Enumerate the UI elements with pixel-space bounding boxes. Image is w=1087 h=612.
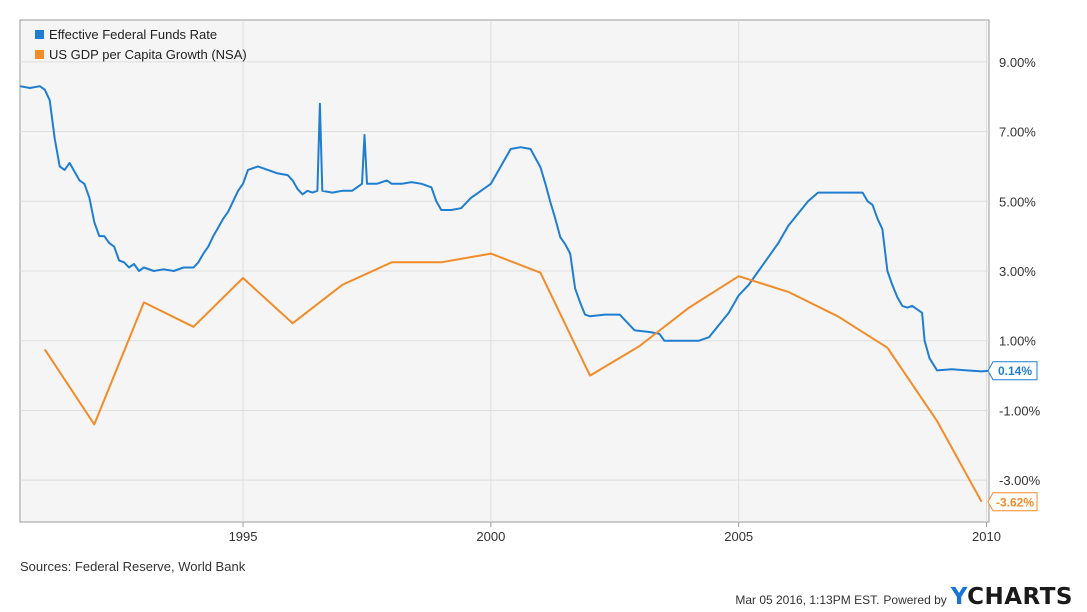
end-value-badge-box xyxy=(987,492,1038,512)
axes: -3.00% -1.00% 1.00% 3.00% 5.00% 7.00% 9.00% 199… xyxy=(229,55,1041,544)
y-tick-label: 7.00% xyxy=(999,125,1036,140)
y-tick-label: -3.00% xyxy=(999,473,1041,488)
end-value-badge: 0.14% xyxy=(987,361,1038,381)
legend-swatch xyxy=(35,50,44,59)
x-tick-label: 2010 xyxy=(972,529,1001,544)
x-tick-label: 2005 xyxy=(724,529,753,544)
ycharts-logo[interactable]: YCHARTS xyxy=(951,584,1073,610)
series-line-1 xyxy=(19,85,990,373)
legend: Effective Federal Funds Rate US GDP per C… xyxy=(35,27,247,62)
series-line-2 xyxy=(43,252,983,503)
chart: -3.00% -1.00% 1.00% 3.00% 5.00% 7.00% 9.00% 199… xyxy=(19,19,1041,544)
end-value-badge: -3.62% xyxy=(987,492,1038,512)
end-labels: 0.14% -3.62% xyxy=(987,361,1038,512)
powered-by-label: Powered by xyxy=(883,593,947,607)
end-value-label: 0.14% xyxy=(998,364,1032,378)
y-tick-label: 1.00% xyxy=(999,334,1036,349)
ycharts-logo-rest: CHARTS xyxy=(967,584,1073,610)
x-tick-label: 2000 xyxy=(476,529,505,544)
footer: Mar 05 2016, 1:13PM EST. Powered by YCHA… xyxy=(735,584,1073,610)
x-tick-label: 1995 xyxy=(229,529,258,544)
series-layer xyxy=(19,85,990,503)
y-tick-label: -1.00% xyxy=(999,403,1041,418)
grid-lines xyxy=(20,20,989,522)
y-tick-label: 9.00% xyxy=(999,55,1036,70)
end-value-label: -3.62% xyxy=(996,495,1034,509)
y-tick-label: 3.00% xyxy=(999,264,1036,279)
y-tick-label: 5.00% xyxy=(999,194,1036,209)
legend-label: Effective Federal Funds Rate xyxy=(49,27,217,42)
legend-label: US GDP per Capita Growth (NSA) xyxy=(49,47,247,62)
timestamp: Mar 05 2016, 1:13PM EST. xyxy=(735,593,880,607)
legend-swatch xyxy=(35,30,44,39)
ycharts-logo-y: Y xyxy=(950,584,968,610)
sources-text: Sources: Federal Reserve, World Bank xyxy=(20,559,246,574)
end-value-badge-box xyxy=(987,361,1038,381)
